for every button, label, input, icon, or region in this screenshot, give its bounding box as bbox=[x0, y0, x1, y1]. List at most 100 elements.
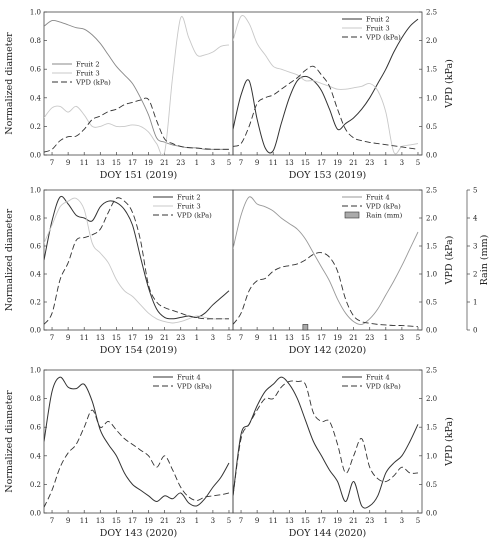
x-tick-label: 15 bbox=[301, 334, 310, 342]
series-line-vpd-kpa- bbox=[44, 97, 229, 153]
x-tick-label: 9 bbox=[66, 334, 70, 342]
y2-tick-label: 0.0 bbox=[426, 510, 437, 518]
x-tick-label: 3 bbox=[400, 159, 404, 167]
x-axis-label: DOY 153 (2019) bbox=[289, 170, 366, 181]
y-axis-label: Normalized diameter bbox=[4, 32, 15, 135]
x-tick-label: 23 bbox=[176, 334, 185, 342]
y-tick-label: 0.8 bbox=[30, 37, 41, 45]
y3-axis-label: Rain (mm) bbox=[479, 235, 490, 286]
x-tick-label: 21 bbox=[160, 159, 169, 167]
x-axis-label: DOY 143 (2020) bbox=[100, 528, 177, 539]
series-line-vpd-kpa- bbox=[233, 252, 419, 328]
x-tick-label: 11 bbox=[269, 334, 278, 342]
x-tick-label: 15 bbox=[112, 334, 121, 342]
x-tick-label: 1 bbox=[384, 334, 388, 342]
legend-label: Fruit 2 bbox=[366, 16, 390, 24]
x-tick-label: 3 bbox=[400, 517, 404, 525]
legend-label: Fruit 4 bbox=[177, 374, 201, 382]
y-tick-label: 0.2 bbox=[30, 481, 41, 489]
x-tick-label: 13 bbox=[285, 517, 294, 525]
x-tick-label: 5 bbox=[416, 159, 420, 167]
legend-label: VPD (kPa) bbox=[75, 79, 111, 87]
x-tick-label: 17 bbox=[317, 159, 326, 167]
x-tick-label: 7 bbox=[239, 517, 243, 525]
x-axis-label: DOY 151 (2019) bbox=[100, 170, 177, 181]
y3-tick-label: 5 bbox=[473, 187, 477, 195]
x-tick-label: 19 bbox=[144, 517, 153, 525]
legend-label: VPD (kPa) bbox=[176, 383, 212, 391]
y3-tick-label: 0 bbox=[473, 327, 477, 335]
y-tick-label: 1.0 bbox=[30, 9, 41, 17]
x-tick-label: 5 bbox=[416, 517, 420, 525]
x-tick-label: 9 bbox=[66, 159, 70, 167]
y2-tick-label: 0.5 bbox=[426, 123, 437, 131]
y-tick-label: 0.6 bbox=[30, 243, 42, 251]
y-tick-label: 0.0 bbox=[30, 152, 41, 160]
y3-tick-label: 3 bbox=[473, 243, 477, 251]
x-tick-label: 5 bbox=[227, 159, 231, 167]
x-tick-label: 17 bbox=[128, 517, 137, 525]
y-tick-label: 0.4 bbox=[30, 94, 42, 102]
rain-bar bbox=[302, 324, 309, 331]
x-axis-label: DOY 142 (2020) bbox=[289, 345, 366, 356]
x-tick-label: 3 bbox=[211, 517, 215, 525]
x-tick-label: 23 bbox=[176, 159, 185, 167]
x-axis-label: DOY 154 (2019) bbox=[100, 345, 177, 356]
series-line-fruit-3 bbox=[44, 197, 229, 324]
y2-tick-label: 1.5 bbox=[426, 424, 437, 432]
y3-tick-label: 1 bbox=[473, 299, 477, 307]
legend-label: Fruit 4 bbox=[366, 374, 390, 382]
series-line-fruit-2 bbox=[44, 195, 230, 320]
chart-panel-6: 7 9 11 13 15 17 19 21 23 1 3 50.00.51.01.52.02.5DOY… bbox=[232, 367, 455, 539]
x-tick-label: 9 bbox=[255, 334, 259, 342]
x-tick-label: 21 bbox=[160, 334, 169, 342]
x-tick-label: 1 bbox=[195, 159, 199, 167]
chart-panel-3: 7 9 11 13 15 17 19 21 23 1 3 50.00.20.40.60.81.0DOY… bbox=[4, 187, 234, 356]
x-tick-label: 19 bbox=[333, 334, 342, 342]
y-tick-label: 0.4 bbox=[30, 271, 42, 279]
x-tick-label: 13 bbox=[285, 334, 294, 342]
y-axis-label: Normalized diameter bbox=[4, 208, 15, 311]
y-tick-label: 1.0 bbox=[30, 187, 41, 195]
series-line-fruit-4 bbox=[233, 376, 419, 509]
x-tick-label: 15 bbox=[301, 517, 310, 525]
x-tick-label: 19 bbox=[333, 159, 342, 167]
chart-panel-1: 7 9 11 13 15 17 19 21 23 1 3 50.00.20.40.60.81.0DOY… bbox=[4, 9, 234, 181]
x-tick-label: 7 bbox=[50, 334, 54, 342]
y-tick-label: 0.8 bbox=[30, 395, 41, 403]
legend-label: VPD (kPa) bbox=[365, 34, 401, 42]
x-tick-label: 23 bbox=[176, 517, 185, 525]
x-tick-label: 3 bbox=[211, 334, 215, 342]
y-tick-label: 0.4 bbox=[30, 452, 42, 460]
x-tick-label: 15 bbox=[112, 517, 121, 525]
y2-tick-label: 1.0 bbox=[426, 452, 437, 460]
series-line-fruit-4 bbox=[233, 196, 419, 325]
y2-tick-label: 2.5 bbox=[426, 367, 437, 375]
x-tick-label: 7 bbox=[50, 517, 54, 525]
chart-panel-5: 7 9 11 13 15 17 19 21 23 1 3 50.00.20.40.60.81.0DOY… bbox=[4, 367, 234, 539]
x-axis-label: DOY 144 (2020) bbox=[289, 528, 366, 539]
y2-tick-label: 2.0 bbox=[426, 215, 437, 223]
legend-label: Fruit 3 bbox=[366, 25, 390, 33]
x-tick-label: 21 bbox=[160, 517, 169, 525]
series-line-vpd-kpa- bbox=[44, 197, 229, 325]
x-tick-label: 19 bbox=[333, 517, 342, 525]
x-tick-label: 17 bbox=[128, 159, 137, 167]
x-tick-label: 7 bbox=[239, 159, 243, 167]
x-tick-label: 15 bbox=[301, 159, 310, 167]
series-line-fruit-2 bbox=[233, 18, 419, 154]
x-tick-label: 11 bbox=[80, 334, 89, 342]
x-tick-label: 1 bbox=[195, 517, 199, 525]
chart-panel-2: 7 9 11 13 15 17 19 21 23 1 3 50.00.51.01.52.02.5DOY… bbox=[232, 9, 455, 181]
y-tick-label: 0.0 bbox=[30, 327, 41, 335]
x-tick-label: 1 bbox=[195, 334, 199, 342]
x-tick-label: 11 bbox=[269, 159, 278, 167]
x-tick-label: 3 bbox=[211, 159, 215, 167]
x-tick-label: 3 bbox=[400, 334, 404, 342]
y2-axis-label: VPD (kPa) bbox=[444, 417, 455, 467]
x-tick-label: 15 bbox=[112, 159, 121, 167]
